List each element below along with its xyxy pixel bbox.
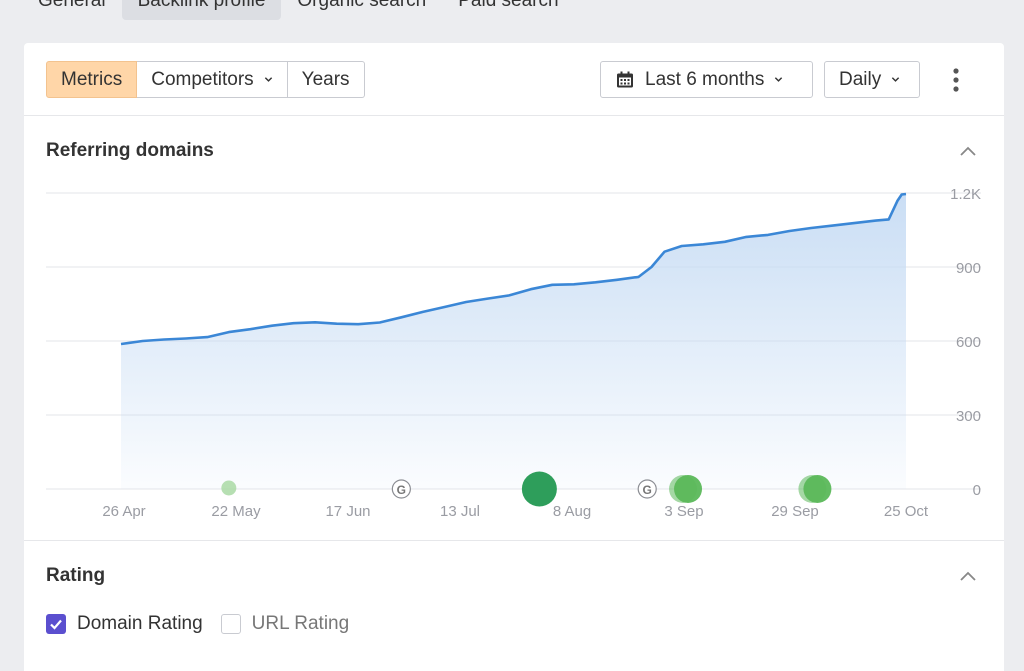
competitors-label: Competitors bbox=[151, 68, 254, 90]
domain-rating-label: Domain Rating bbox=[77, 613, 203, 634]
x-tick-label: 26 Apr bbox=[102, 503, 145, 520]
metrics-button[interactable]: Metrics bbox=[46, 61, 138, 98]
event-marker bbox=[803, 475, 832, 503]
chart-toolbar: Metrics Competitors Years Last 6 months bbox=[24, 43, 1004, 116]
granularity-dropdown[interactable]: Daily bbox=[824, 61, 920, 98]
granularity-label: Daily bbox=[839, 68, 882, 90]
tab-paid-search[interactable]: Paid search bbox=[458, 0, 559, 11]
url-rating-label: URL Rating bbox=[251, 613, 350, 634]
referring-domains-title: Referring domains bbox=[46, 140, 214, 161]
checkbox-unchecked-icon bbox=[220, 614, 241, 634]
event-marker bbox=[221, 480, 237, 496]
y-tick-label: 900 bbox=[956, 260, 981, 277]
series-line bbox=[120, 192, 907, 346]
more-vertical-icon[interactable] bbox=[950, 67, 962, 93]
chevron-down-icon bbox=[264, 77, 272, 82]
event-marker bbox=[674, 475, 703, 503]
x-tick-label: 22 May bbox=[211, 503, 261, 520]
y-tick-label: 1.2K bbox=[950, 186, 981, 203]
rating-title: Rating bbox=[46, 565, 106, 586]
series-area bbox=[121, 194, 906, 489]
chart-svg: 1.2K 900 600 300 0 26 Apr 22 May 17 Jun 13 Jul 8 … bbox=[46, 186, 981, 520]
rating-options: Domain Rating URL Rating bbox=[46, 613, 367, 635]
checkbox-checked-icon bbox=[46, 614, 66, 634]
google-icon: G bbox=[643, 483, 652, 497]
x-tick-label: 29 Sep bbox=[771, 503, 819, 520]
period-label: Last 6 months bbox=[645, 68, 765, 90]
calendar-icon bbox=[617, 71, 633, 87]
tab-general[interactable]: General bbox=[38, 0, 106, 11]
y-tick-label: 300 bbox=[956, 408, 981, 425]
section-divider bbox=[24, 540, 1004, 541]
chevron-up-icon[interactable] bbox=[959, 145, 977, 157]
google-update-marker bbox=[637, 479, 657, 499]
chevron-down-icon bbox=[892, 77, 900, 82]
y-tick-label: 0 bbox=[973, 482, 981, 499]
chevron-down-icon bbox=[775, 77, 783, 82]
top-tabs: General Backlink profile Organic search … bbox=[22, 0, 575, 20]
metrics-label: Metrics bbox=[61, 68, 123, 90]
x-tick-label: 25 Oct bbox=[884, 503, 929, 520]
x-tick-label: 8 Aug bbox=[553, 503, 591, 520]
tab-backlink-profile[interactable]: Backlink profile bbox=[121, 0, 282, 20]
x-tick-label: 17 Jun bbox=[325, 503, 370, 520]
chevron-up-icon[interactable] bbox=[959, 570, 977, 582]
years-button[interactable]: Years bbox=[287, 61, 365, 98]
x-tick-label: 3 Sep bbox=[664, 503, 703, 520]
url-rating-checkbox[interactable]: URL Rating bbox=[220, 613, 350, 635]
overview-card: Metrics Competitors Years Last 6 months bbox=[24, 43, 1004, 671]
domain-rating-checkbox[interactable]: Domain Rating bbox=[46, 613, 203, 635]
event-marker bbox=[521, 471, 557, 507]
competitors-button[interactable]: Competitors bbox=[137, 61, 288, 98]
google-icon: G bbox=[397, 483, 406, 497]
referring-domains-chart: 1.2K 900 600 300 0 26 Apr 22 May 17 Jun 13 Jul 8 … bbox=[24, 183, 1004, 528]
y-tick-label: 600 bbox=[956, 334, 981, 351]
view-segmented-control: Metrics Competitors Years bbox=[46, 61, 365, 98]
google-update-marker bbox=[391, 479, 411, 499]
years-label: Years bbox=[301, 68, 350, 90]
period-dropdown[interactable]: Last 6 months bbox=[600, 61, 813, 98]
x-tick-label: 13 Jul bbox=[440, 503, 480, 520]
tab-organic-search[interactable]: Organic search bbox=[297, 0, 427, 11]
